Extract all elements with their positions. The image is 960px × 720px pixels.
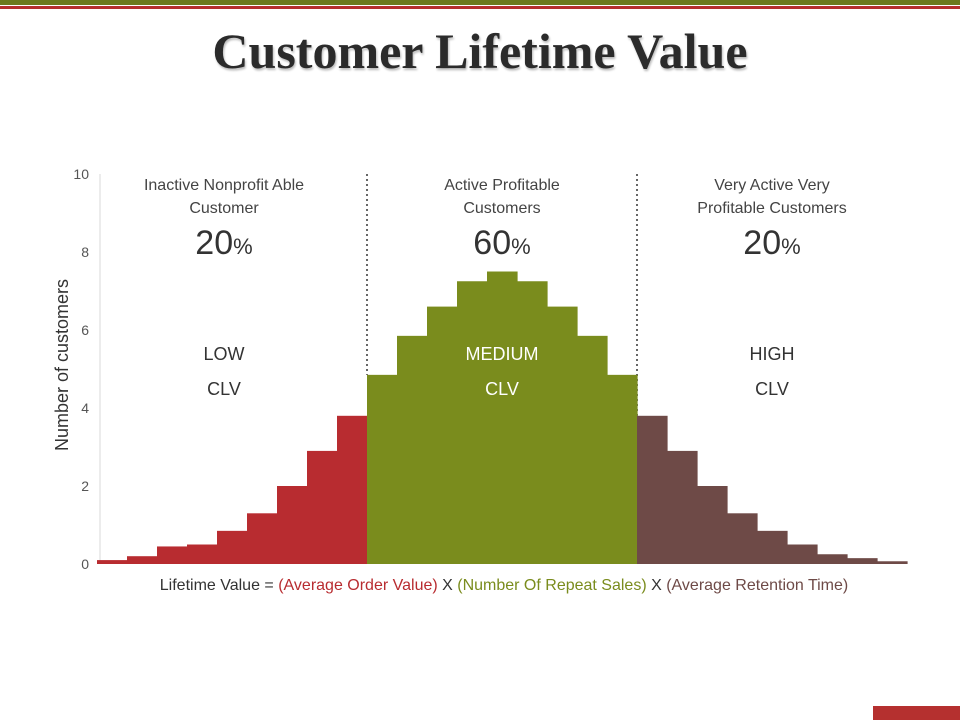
histogram-bar xyxy=(337,415,368,564)
segment-medium-level: MEDIUM xyxy=(466,344,539,364)
y-tick-label: 10 xyxy=(73,166,89,182)
bottom-accent-bar xyxy=(873,706,960,720)
histogram-bar xyxy=(157,546,188,564)
histogram-bar xyxy=(667,450,698,564)
segment-medium-title-line2: Customers xyxy=(463,200,540,217)
segment-low-level: LOW xyxy=(203,344,244,364)
top-stripe-olive xyxy=(0,0,960,5)
histogram-bar xyxy=(607,374,638,564)
histogram-bar xyxy=(787,544,818,564)
segment-low-title-line2: Customer xyxy=(189,200,259,217)
segment-high-title-line1: Very Active Very xyxy=(714,177,830,194)
formula-multiply-1: X xyxy=(438,577,458,594)
histogram-bar xyxy=(727,513,758,564)
segment-low-clv: CLV xyxy=(207,379,241,399)
histogram-bar xyxy=(697,486,728,564)
segment-low-percent: 20% xyxy=(195,224,252,262)
formula-average-order-value: (Average Order Value) xyxy=(278,577,437,594)
y-tick-label: 2 xyxy=(81,478,89,494)
segment-high-level: HIGH xyxy=(750,344,795,364)
segment-high-percent: 20% xyxy=(743,224,800,262)
histogram-bar xyxy=(547,306,578,564)
segment-low-percent-sign: % xyxy=(233,234,253,259)
histogram-bar xyxy=(307,450,338,564)
segment-medium-title-line1: Active Profitable xyxy=(444,177,560,194)
chart-annotations: Number of customers Inactive Nonprofit A… xyxy=(52,177,848,594)
segment-high-percent-value: 20 xyxy=(743,224,781,262)
histogram-bar xyxy=(277,486,308,564)
histogram-bar xyxy=(367,374,398,564)
y-tick-label: 4 xyxy=(81,400,89,416)
segment-low-percent-value: 20 xyxy=(195,224,233,262)
segment-medium-percent-sign: % xyxy=(511,234,531,259)
y-tick-label: 0 xyxy=(81,556,89,572)
histogram-bar xyxy=(487,271,518,564)
histogram-bar xyxy=(847,558,878,564)
chart-bars xyxy=(97,271,908,564)
histogram-bar xyxy=(637,415,668,564)
histogram-bar xyxy=(577,335,608,564)
page-title: Customer Lifetime Value xyxy=(212,23,748,79)
top-stripe-red xyxy=(0,6,960,9)
y-axis-label: Number of customers xyxy=(52,279,72,451)
segment-medium-clv: CLV xyxy=(485,379,519,399)
formula-repeat-sales: (Number Of Repeat Sales) xyxy=(457,577,646,594)
segment-medium-percent-value: 60 xyxy=(473,224,511,262)
segment-medium-percent: 60% xyxy=(473,224,530,262)
histogram-bar xyxy=(217,530,248,564)
formula-prefix: Lifetime Value = xyxy=(160,577,278,594)
y-tick-label: 8 xyxy=(81,244,89,260)
segment-high-clv: CLV xyxy=(755,379,789,399)
formula-multiply-2: X xyxy=(647,577,667,594)
segment-high-percent-sign: % xyxy=(781,234,801,259)
formula-retention-time: (Average Retention Time) xyxy=(666,577,848,594)
histogram-bar xyxy=(247,513,278,564)
y-tick-label: 6 xyxy=(81,322,89,338)
histogram-bar xyxy=(757,530,788,564)
histogram-bar xyxy=(817,554,848,564)
histogram-bar xyxy=(457,281,488,564)
histogram-bar xyxy=(427,306,458,564)
histogram-bar xyxy=(187,544,218,564)
histogram-bar xyxy=(517,281,548,564)
segment-high-title-line2: Profitable Customers xyxy=(697,200,846,217)
histogram-bar xyxy=(97,560,128,564)
histogram-bar xyxy=(877,561,908,564)
segment-low-title-line1: Inactive Nonprofit Able xyxy=(144,177,304,194)
lifetime-value-formula: Lifetime Value = (Average Order Value) X… xyxy=(160,577,848,594)
histogram-bar xyxy=(127,556,158,564)
histogram-bar xyxy=(397,335,428,564)
